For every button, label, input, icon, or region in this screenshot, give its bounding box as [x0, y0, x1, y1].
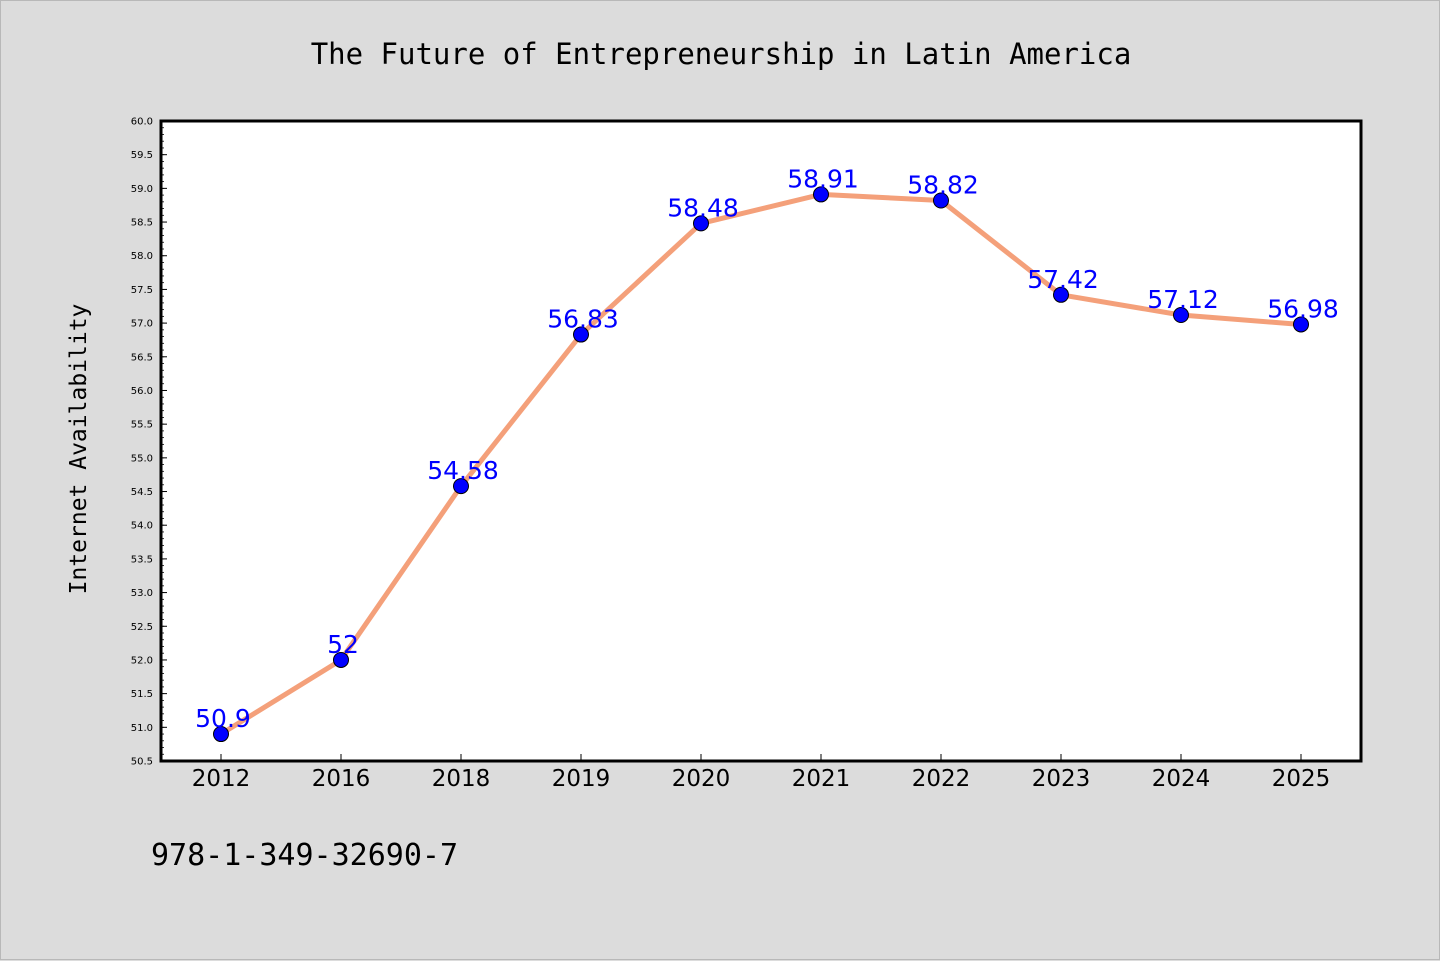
- y-tick-label: 60.0: [131, 117, 153, 128]
- data-point: [813, 186, 829, 203]
- y-tick-label: 50.5: [131, 757, 153, 768]
- data-point: [1173, 307, 1189, 324]
- y-tick-label: 56.0: [131, 386, 153, 397]
- x-tick-label: 2021: [792, 766, 851, 792]
- x-tick-label: 2024: [1152, 766, 1211, 792]
- data-label: 52: [327, 630, 359, 659]
- data-point: [453, 478, 469, 495]
- plot-area: [159, 119, 1363, 763]
- data-label: 58.91: [787, 164, 859, 193]
- data-point: [333, 651, 349, 668]
- y-tick-label: 58.5: [131, 218, 153, 229]
- x-tick-label: 2020: [672, 766, 731, 792]
- data-label: 50.9: [195, 704, 251, 733]
- data-label: 56.98: [1267, 294, 1339, 323]
- data-label: 57.42: [1027, 265, 1099, 294]
- y-tick-label: 51.0: [131, 723, 153, 734]
- data-label: 58.48: [667, 193, 739, 222]
- x-tick-label: 2016: [312, 766, 371, 792]
- y-tick-label: 53.0: [131, 588, 153, 599]
- y-tick-label: 58.0: [131, 251, 153, 262]
- series-line: [218, 191, 1304, 737]
- x-tick-label: 2025: [1272, 766, 1331, 792]
- y-axis: 50.5 51.0 51.5 52.0 52.5 53.0 53.5 54.0 54.5 55.0…: [131, 117, 167, 768]
- data-label: 57.12: [1147, 285, 1219, 314]
- footer-isbn: 978-1-349-32690-7: [151, 838, 458, 873]
- data-point: [933, 192, 949, 209]
- y-tick-label: 52.0: [131, 655, 153, 666]
- x-axis: 2012 2016 2018 2019 2020 2021 2022 2023 2024 2025: [192, 754, 1331, 792]
- x-tick-label: 2012: [192, 766, 251, 792]
- data-label: 56.83: [547, 305, 619, 334]
- x-tick-label: 2018: [432, 766, 491, 792]
- data-point: [693, 215, 709, 232]
- data-label: 54.58: [427, 456, 499, 485]
- y-tick-label: 55.0: [131, 453, 153, 464]
- y-tick-label: 57.0: [131, 319, 153, 330]
- x-tick-label: 2022: [912, 766, 971, 792]
- y-tick-label: 51.5: [131, 689, 153, 700]
- y-tick-label: 53.5: [131, 554, 153, 565]
- data-point: [213, 726, 229, 743]
- chart-title: The Future of Entrepreneurship in Latin …: [311, 37, 1132, 71]
- y-tick-label: 54.5: [131, 487, 153, 498]
- y-tick-label: 52.5: [131, 622, 153, 633]
- y-tick-label: 56.5: [131, 352, 153, 363]
- y-tick-label: 54.0: [131, 521, 153, 532]
- data-labels: 50.9 52 54.58 56.83 58.48 58.91 58.82 57.42 57.1…: [195, 164, 1339, 733]
- y-tick-label: 59.5: [131, 150, 153, 161]
- y-tick-label: 57.5: [131, 285, 153, 296]
- y-tick-label: 55.5: [131, 420, 153, 431]
- data-label: 58.82: [907, 170, 979, 199]
- x-tick-label: 2023: [1032, 766, 1091, 792]
- series-group: [213, 186, 1309, 743]
- data-point: [573, 326, 589, 343]
- data-point: [1053, 286, 1069, 303]
- x-tick-label: 2019: [552, 766, 611, 792]
- y-tick-label: 59.0: [131, 184, 153, 195]
- y-axis-label: Internet Availability: [66, 304, 92, 595]
- data-point: [1293, 316, 1309, 333]
